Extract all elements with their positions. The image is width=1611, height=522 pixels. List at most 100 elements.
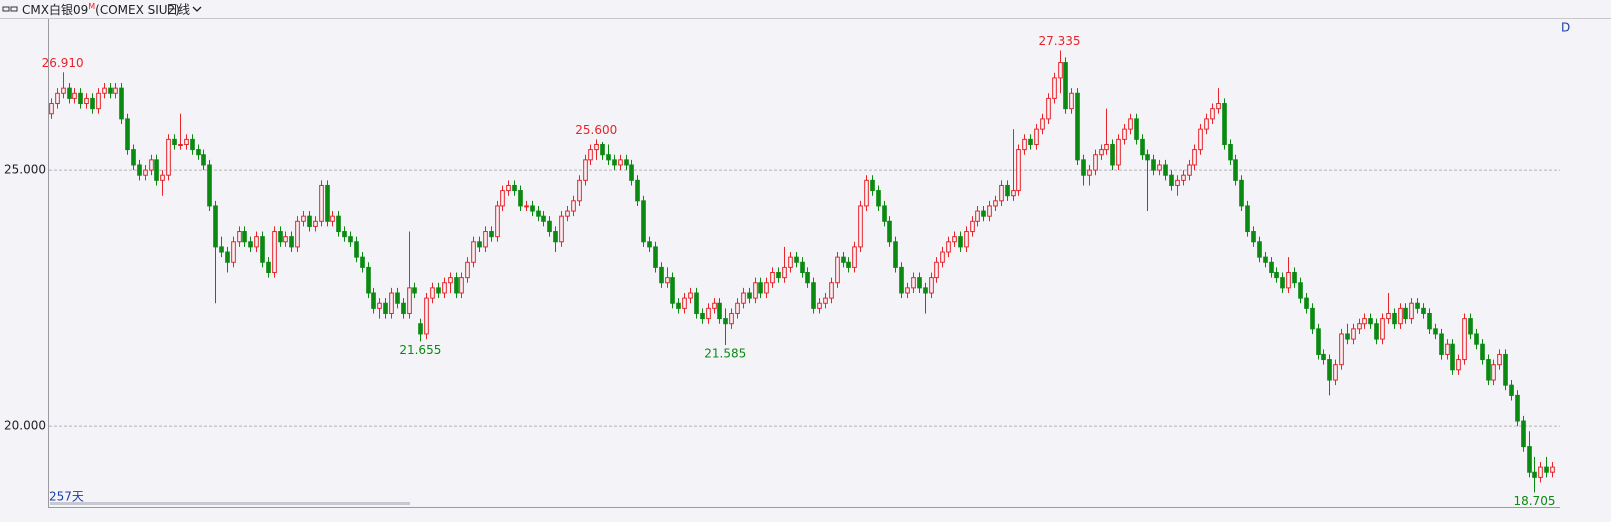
candle-body [852,246,857,268]
extreme-label: 21.585 [704,346,746,360]
candle-body [1210,108,1215,120]
period-selector[interactable]: 日线 [166,3,190,17]
candle-body [55,92,60,105]
candle-body [1099,149,1104,156]
candle-body [764,282,769,294]
candle-body [1368,318,1373,325]
candle-body [166,138,171,176]
candle-body [794,256,799,263]
candle-body [964,231,969,248]
candle-body [1151,159,1156,171]
candle-body [553,231,558,243]
candle-body [231,241,236,263]
candle-body [1474,333,1479,345]
candle-body [629,164,634,181]
candle-body [670,277,675,304]
candle-body [1339,333,1344,366]
period-chevron[interactable] [192,6,202,12]
candle-body [201,154,206,166]
candle-body [1251,231,1256,243]
candle-body [307,215,312,227]
candle-body [330,215,335,222]
candle-body [1403,307,1408,320]
candle-body [653,246,658,268]
scrollbar[interactable] [50,502,410,505]
candle-body [1163,164,1168,176]
candle-body [196,149,201,156]
candle-body [1022,138,1027,151]
y-tick-label: 25.000 [4,163,46,177]
candle-body [1116,138,1121,166]
candle-body [78,92,83,105]
candle-body [325,184,330,222]
candle-body [659,266,664,284]
candle-body [67,87,72,99]
candle-body [747,292,752,299]
candle-body [1140,138,1145,156]
candle-body [577,179,582,202]
candle-body [1245,205,1250,233]
candle-body [700,312,705,320]
candle-body [741,292,746,304]
candle-body [612,159,617,166]
candle-body [459,277,464,294]
candle-body [823,297,828,304]
candle-body [835,256,840,284]
candle-body [817,302,822,309]
candle-body [1104,143,1109,151]
candle-body [559,215,564,243]
candle-body [770,272,775,284]
candle-body [665,277,670,284]
candle-body [987,205,992,217]
candle-body [583,159,588,181]
candle-body [876,190,881,207]
extreme-label: 27.335 [1039,34,1081,48]
candle-body [841,256,846,263]
candle-body [430,287,435,299]
candle-body [858,205,863,248]
candle-body [735,302,740,314]
candle-body [108,87,113,94]
candle-body [72,92,77,99]
subtitle: (COMEX SIU2) [95,3,180,17]
candle-body [1421,307,1426,314]
candle-body [958,236,963,248]
candle-body [1544,466,1549,473]
candle-body [242,231,247,243]
candle-body [448,277,453,284]
candle-body [893,241,898,268]
candle-body [905,287,910,294]
candle-body [207,164,212,207]
candle-body [571,200,576,212]
candle-body [260,236,265,263]
candle-body [418,323,423,335]
candle-body [565,210,570,217]
header-bar [0,0,1611,18]
candle-body [1280,277,1285,289]
candle-body [1427,312,1432,330]
candle-body [407,287,412,314]
candle-body [1450,343,1455,371]
candle-body [753,282,758,299]
candle-body [412,287,417,294]
candle-body [1392,312,1397,325]
candle-body [49,103,54,115]
candle-body [1145,154,1150,161]
candle-body [1380,318,1385,340]
candle-body [524,205,529,208]
candle-body [911,277,916,289]
candle-body [758,282,763,294]
candle-body [336,215,341,233]
candle-body [1486,359,1491,381]
candle-body [1011,190,1016,197]
candle-body [248,241,253,248]
candle-body [1316,328,1321,355]
candle-body [1233,159,1238,181]
candle-body [289,236,294,248]
candle-body [1005,184,1010,197]
candle-body [1134,118,1139,140]
candle-body [500,190,505,207]
candle-body [712,302,717,309]
candle-body [1087,169,1092,176]
